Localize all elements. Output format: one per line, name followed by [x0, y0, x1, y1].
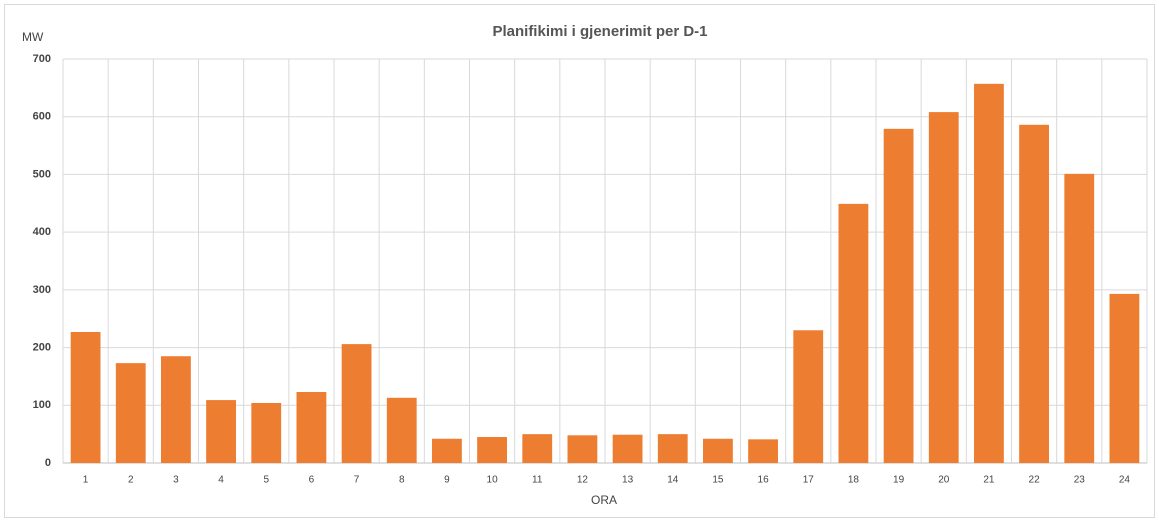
x-tick-label: 17: [803, 475, 815, 486]
bar: [657, 434, 688, 463]
x-tick-label: 4: [218, 475, 224, 486]
bar: [974, 83, 1004, 464]
bar: [522, 434, 553, 463]
y-tick-label: 300: [33, 284, 51, 296]
bar: [838, 203, 869, 463]
y-tick-label: 100: [33, 399, 51, 411]
bar: [296, 392, 327, 463]
bar: [612, 434, 643, 463]
y-tick-label: 700: [33, 53, 51, 65]
y-tick-label: 600: [33, 111, 51, 123]
x-tick-label: 14: [667, 475, 679, 486]
bar: [477, 437, 507, 463]
bar: [1064, 173, 1095, 463]
x-tick-label: 24: [1119, 475, 1131, 486]
x-tick-label: 20: [938, 475, 950, 486]
x-tick-label: 2: [128, 475, 134, 486]
x-tick-label: 8: [399, 475, 405, 486]
bar: [748, 439, 778, 463]
chart-title: Planifikimi i gjenerimit per D-1: [492, 23, 707, 40]
x-tick-label: 22: [1029, 475, 1041, 486]
bar: [341, 344, 372, 463]
x-tick-label: 16: [758, 475, 770, 486]
bar: [1019, 124, 1049, 464]
x-tick-label: 12: [577, 475, 589, 486]
x-tick-label: 6: [309, 475, 315, 486]
x-tick-label: 23: [1074, 475, 1086, 486]
bar: [161, 356, 191, 463]
bar: [386, 397, 417, 463]
y-tick-label: 0: [45, 457, 51, 469]
x-tick-label: 10: [487, 475, 499, 486]
x-tick-label: 15: [712, 475, 724, 486]
x-tick-label: 19: [893, 475, 905, 486]
x-tick-label: 18: [848, 475, 860, 486]
bar: [206, 400, 236, 463]
x-tick-label: 11: [532, 475, 543, 486]
bar: [703, 438, 733, 463]
bar: [1109, 293, 1140, 463]
chart-border: [4, 4, 1155, 518]
x-tick-label: 9: [444, 475, 450, 486]
y-tick-label: 400: [33, 226, 51, 238]
x-tick-label: 5: [263, 475, 269, 486]
y-axis-label: MW: [22, 30, 44, 44]
x-tick-label: 3: [173, 475, 179, 486]
x-tick-label: 7: [354, 475, 360, 486]
bar: [251, 402, 282, 463]
bar: [793, 330, 824, 463]
bar: [567, 435, 598, 463]
y-tick-label: 500: [33, 168, 51, 180]
x-tick-label: 21: [983, 475, 995, 486]
x-axis-label: ORA: [591, 493, 617, 507]
bar: [70, 331, 101, 463]
bar: [928, 112, 959, 464]
bar: [115, 363, 146, 463]
x-tick-label: 13: [622, 475, 634, 486]
bar: [432, 438, 462, 463]
y-tick-label: 200: [33, 341, 51, 353]
x-tick-label: 1: [83, 475, 89, 486]
bar: [883, 128, 914, 463]
